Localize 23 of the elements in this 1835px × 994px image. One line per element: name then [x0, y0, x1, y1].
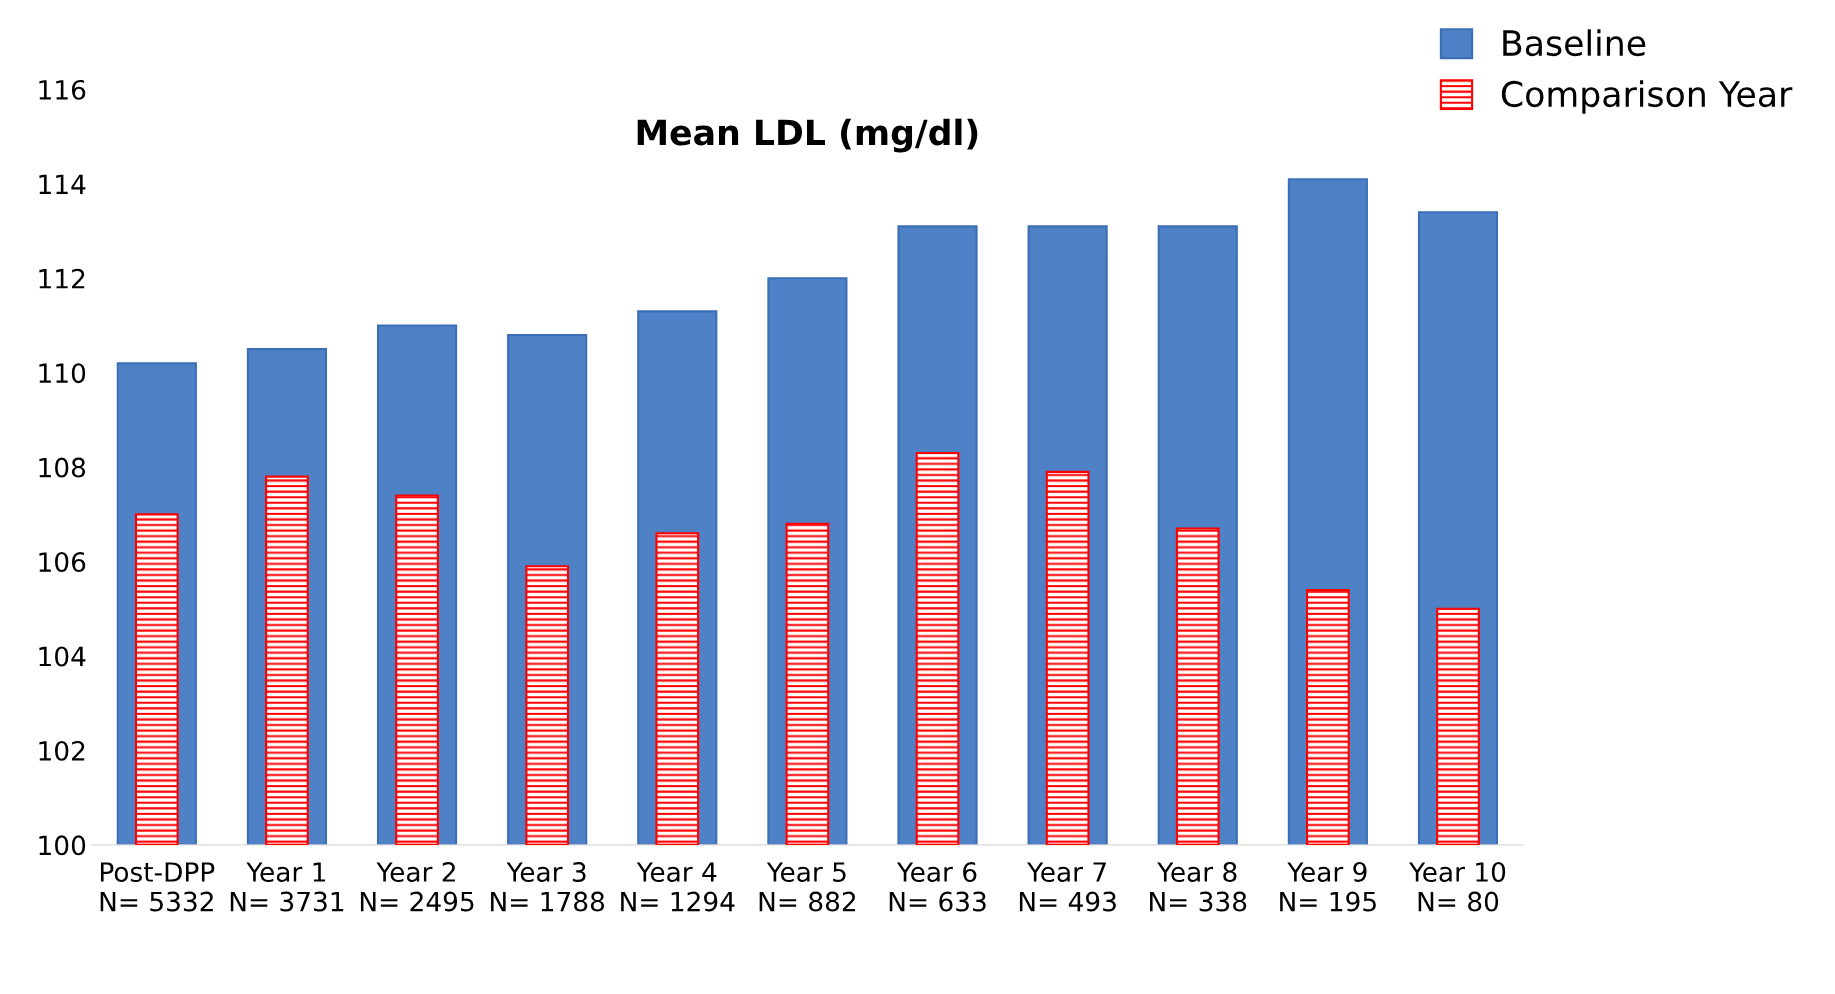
x-tick-label: Post-DPP N= 5332 — [100, 862, 215, 912]
x-tick-label: Year 5 N= 882 — [759, 862, 856, 912]
x-tick-label: Year 1 N= 3731 — [230, 862, 344, 912]
x-tick-label: Year 9 N= 195 — [1280, 862, 1376, 912]
x-tick-label: Year 10 N= 80 — [1409, 862, 1506, 912]
y-tick-label: 106 — [39, 552, 86, 573]
x-tick-label: Year 8 N= 338 — [1150, 862, 1247, 912]
y-tick-label: 112 — [39, 268, 85, 289]
y-tick-label: 104 — [39, 646, 86, 667]
legend-label: Baseline — [1503, 29, 1646, 57]
y-tick-label: 100 — [39, 835, 86, 856]
legend-label: Comparison Year — [1501, 80, 1793, 114]
text: Mean LDL (mg/dl) — [637, 118, 978, 153]
y-tick-label: 114 — [39, 174, 86, 194]
x-tick-label: Year 6 N= 633 — [889, 862, 986, 912]
y-tick-label: 102 — [39, 740, 85, 761]
x-tick-label: Year 7 N= 493 — [1019, 862, 1116, 912]
y-tick-label: 110 — [39, 363, 86, 384]
x-tick-label: Year 4 N= 1294 — [621, 862, 735, 912]
y-tick-label: 116 — [39, 79, 86, 100]
x-tick-label: Year 2 N= 2495 — [360, 862, 474, 912]
y-tick-label: 108 — [39, 457, 86, 478]
x-tick-label: Year 3 N= 1788 — [491, 862, 605, 912]
